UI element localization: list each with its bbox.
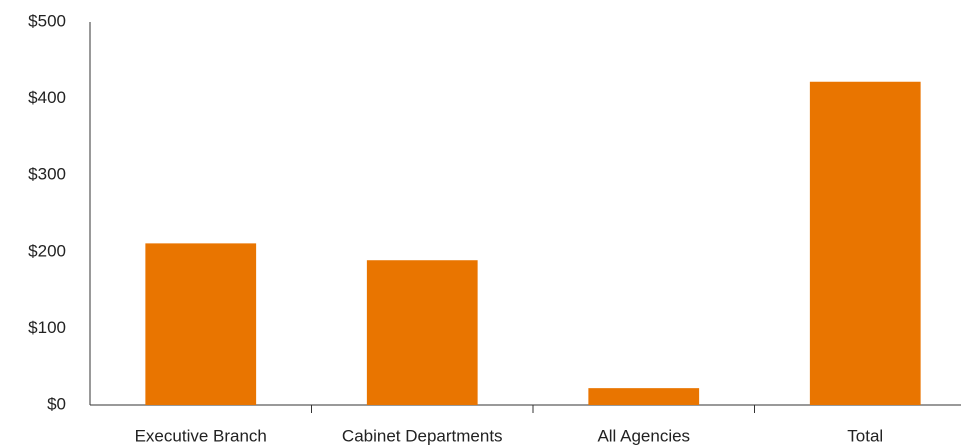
x-tick-label: All Agencies xyxy=(597,426,690,445)
bar xyxy=(366,260,478,405)
x-tick-label: Cabinet Departments xyxy=(342,426,503,445)
x-tick-label: Total xyxy=(847,426,883,445)
bar xyxy=(588,388,700,405)
y-tick-label: $0 xyxy=(47,394,66,413)
bar xyxy=(145,243,257,405)
y-tick-label: $400 xyxy=(28,88,66,107)
y-tick-label: $500 xyxy=(28,11,66,30)
bar xyxy=(809,81,921,406)
y-tick-label: $200 xyxy=(28,241,66,260)
y-tick-label: $100 xyxy=(28,318,66,337)
y-tick-label: $300 xyxy=(28,165,66,184)
x-tick-label: Executive Branch xyxy=(135,426,267,445)
